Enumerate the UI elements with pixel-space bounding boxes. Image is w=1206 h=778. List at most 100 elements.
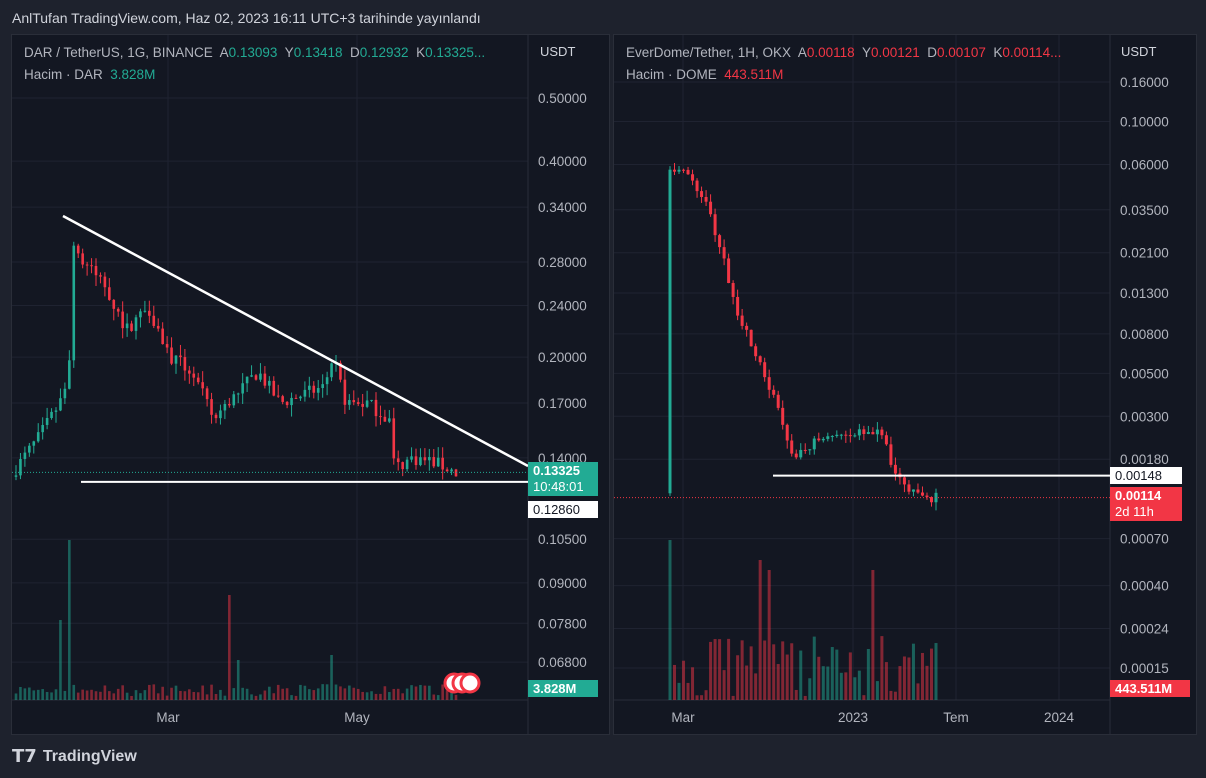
volume-bar — [134, 690, 138, 700]
volume-label: Hacim · DOME — [626, 67, 717, 82]
candle-body — [848, 435, 852, 437]
bar-countdown: 2d 11h — [1115, 504, 1154, 519]
candle-body — [36, 432, 40, 442]
candle-body — [790, 440, 794, 454]
candle-body — [192, 373, 196, 378]
candle-body — [232, 394, 236, 406]
candle-body — [776, 394, 780, 408]
volume-bar — [423, 685, 427, 700]
volume-bar — [112, 693, 116, 700]
volume-tag: 3.828M — [528, 680, 598, 697]
last-price: 0.13325 — [533, 463, 580, 478]
candle-body — [45, 417, 49, 425]
volume-bar — [28, 687, 31, 700]
candle-body — [210, 399, 213, 415]
candle-body — [844, 434, 848, 436]
candle-body — [423, 457, 427, 461]
volume-bar — [866, 648, 870, 700]
volume-bar — [90, 689, 93, 700]
descending-trendline[interactable] — [62, 214, 529, 468]
candle-body — [866, 432, 870, 435]
volume-bar — [192, 691, 196, 700]
open-label: A — [219, 45, 229, 60]
candle-body — [32, 441, 36, 446]
volume-bar — [763, 640, 767, 700]
candle-body — [713, 214, 717, 236]
volume-bar — [330, 655, 333, 700]
chart-panel-dome[interactable]: 0.16000 0.10000 0.06000 0.03500 0.02100 0.013… — [613, 34, 1197, 735]
volume-bar — [392, 688, 396, 700]
volume-bar — [835, 649, 839, 700]
candle-body — [352, 400, 356, 403]
candle-body — [183, 357, 187, 371]
volume-bar — [713, 639, 717, 700]
candle-body — [668, 169, 672, 494]
volume-bar — [848, 652, 852, 700]
candle-body — [392, 418, 396, 459]
y-tick-label: 0.00800 — [1120, 327, 1169, 342]
volume-bar — [156, 693, 160, 700]
candle-body — [54, 410, 58, 412]
volume-bar — [875, 681, 879, 700]
tv-logo-icon: 𝗧𝟳 — [12, 746, 37, 766]
candle-body — [673, 169, 677, 172]
us-flag-event-icon[interactable] — [459, 672, 481, 694]
candle-body — [907, 484, 911, 492]
volume-bar — [428, 685, 431, 700]
candle-body — [179, 355, 182, 358]
dar-chart-canvas[interactable]: 0.50000 0.40000 0.34000 0.28000 0.24000 0.200… — [12, 35, 609, 734]
volume-bar — [276, 684, 280, 700]
volume-bar — [857, 670, 861, 700]
volume-bar — [673, 664, 677, 700]
candle-body — [205, 388, 209, 400]
volume-bar — [125, 692, 129, 700]
volume-bar — [85, 690, 89, 700]
candle-body — [880, 429, 884, 436]
volume-label: Hacim · DAR — [24, 67, 103, 82]
volume-bar — [116, 688, 120, 700]
volume-bar — [405, 688, 409, 700]
volume-tag: 443.511M — [1110, 680, 1190, 697]
x-tick-label: 2024 — [1044, 710, 1075, 725]
y-tick-label: 0.00040 — [1120, 579, 1169, 594]
volume-bar — [196, 692, 200, 700]
tradingview-logo[interactable]: 𝗧𝟳 TradingView — [12, 746, 137, 767]
candle-body — [161, 328, 164, 345]
dome-chart-canvas[interactable]: 0.16000 0.10000 0.06000 0.03500 0.02100 0.013… — [614, 35, 1196, 734]
volume-bar — [419, 684, 422, 700]
candle-body — [28, 445, 31, 453]
y-tick-label: 0.09000 — [538, 576, 587, 591]
volume-bar — [325, 684, 329, 700]
volume-bar — [704, 690, 708, 700]
candle-body — [772, 389, 776, 395]
dome-ohlc-legend: EverDome/Tether, 1H, OKX A0.00118 Y0.001… — [626, 45, 1061, 60]
chart-panel-dar[interactable]: 0.50000 0.40000 0.34000 0.28000 0.24000 0.200… — [11, 34, 610, 735]
volume-bar — [361, 691, 364, 700]
volume-bar — [68, 540, 71, 700]
volume-bar — [63, 690, 67, 700]
candle-body — [130, 323, 133, 331]
candle-body — [799, 449, 803, 458]
candle-body — [245, 376, 249, 384]
volume-bar — [821, 666, 825, 700]
candle-body — [361, 403, 364, 407]
candle-body — [916, 489, 920, 493]
candle-body — [374, 399, 378, 417]
candle-body — [401, 462, 404, 470]
hline-price-tag: 0.12860 — [528, 501, 598, 518]
candle-body — [308, 385, 311, 390]
symbol-label[interactable]: DAR / TetherUS, 1G, BINANCE — [24, 45, 213, 60]
candle-body — [754, 346, 758, 357]
volume-bar — [700, 695, 704, 700]
candle-body — [356, 402, 360, 404]
volume-bar — [929, 648, 933, 700]
candle-body — [817, 438, 821, 441]
candle-body — [812, 438, 816, 450]
symbol-label[interactable]: EverDome/Tether, 1H, OKX — [626, 45, 792, 60]
candle-body — [99, 275, 102, 277]
open-value: 0.00118 — [806, 45, 855, 60]
candle-body — [330, 363, 333, 378]
candle-body — [290, 397, 293, 406]
candle-body — [745, 325, 749, 330]
volume-bar — [383, 686, 387, 700]
